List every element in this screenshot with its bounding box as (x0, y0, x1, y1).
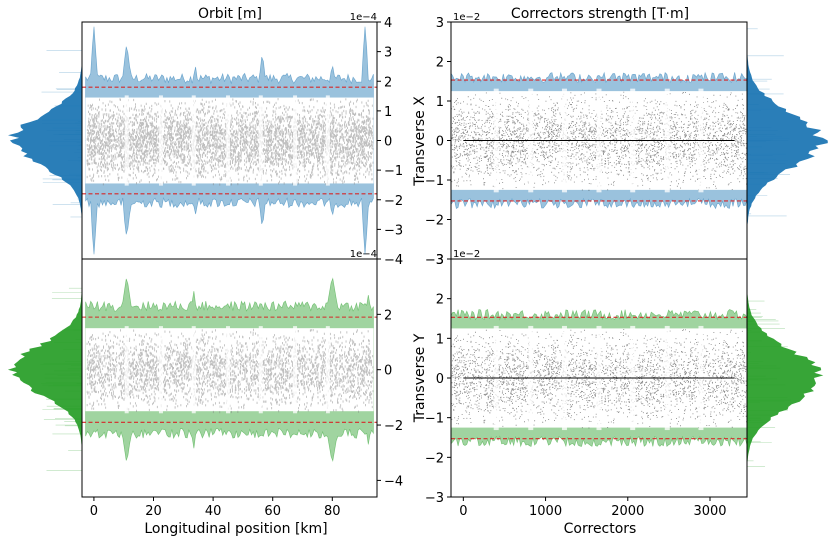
orbit-x-ytick-label: 4 (384, 16, 392, 31)
orbit-y-gap-0 (124, 326, 129, 414)
orbit-y-density (7, 251, 82, 488)
correctors-y-ytick-label: −2 (425, 451, 444, 466)
orbit-y-xtick-label: 40 (205, 504, 222, 519)
orbit-x-series (82, 26, 377, 255)
orbit-x-gap-4 (258, 95, 263, 186)
orbit-x-distribution (8, 22, 82, 259)
correctors-x-ytick-label: −2 (425, 214, 444, 229)
orbit-y-ytick-label: 0 (384, 364, 392, 379)
plot-layer (82, 26, 747, 463)
correctors-x-density (747, 22, 828, 259)
orbit-x-gap-2 (191, 95, 196, 186)
correctors-y-ytick-label: 3 (436, 253, 444, 268)
correctors-x-ytick-label: −1 (425, 174, 444, 189)
orbit-y-ytick-label: −4 (384, 474, 403, 489)
correctors-x-ytick-label: 1 (436, 95, 444, 110)
correctors-y-xtick-label: 1000 (529, 504, 562, 519)
orbit-x-gap-1 (158, 95, 163, 186)
correctors-x-ytick-label: 3 (436, 16, 444, 31)
correctors-y-ytick-label: −1 (425, 412, 444, 427)
correctors-x-scale-label: 1e−2 (453, 12, 480, 23)
correctors-y-density (747, 260, 824, 496)
orbit-x-ytick-label: 3 (384, 46, 392, 61)
correctors-y-ytick-label: −3 (425, 491, 444, 506)
correctors-xlabel: Correctors (564, 521, 637, 537)
orbit-y-ytick-label: −2 (384, 419, 403, 434)
orbit-y-distribution (7, 251, 82, 488)
correctors-y-scale-label: 1e−2 (453, 249, 480, 260)
orbit-x-density (8, 22, 82, 259)
row-label-transverse-x: Transverse X (412, 96, 428, 187)
correctors-x-ytick-label: −3 (425, 253, 444, 268)
correctors-x-distribution (747, 22, 828, 259)
correctors-x-ytick-label: 2 (436, 56, 444, 71)
orbit-x-ytick-label: 2 (384, 75, 392, 90)
correctors-y-xtick-label: 2000 (611, 504, 644, 519)
correctors-y-series (451, 309, 747, 448)
orbit-y-frame (81, 258, 378, 498)
orbit-y-ytick-label: 2 (384, 308, 392, 323)
orbit-x-ytick-label: 0 (384, 135, 392, 150)
orbit-y-xtick-label: 80 (324, 504, 341, 519)
correctors-y-distribution (747, 260, 824, 496)
correctors-y-ytick-label: 1 (436, 332, 444, 347)
orbit-y-xtick-label: 20 (145, 504, 162, 519)
orbit-y-gap-1 (158, 326, 163, 414)
orbit-y-gap-4 (258, 326, 263, 414)
orbit-x-gap-0 (124, 95, 129, 186)
orbit-x-scale-label: 1e−4 (350, 12, 377, 23)
orbit-x-gap-6 (325, 95, 330, 186)
orbit-y-gap-5 (293, 326, 298, 414)
orbit-x-ytick-label: −4 (384, 253, 403, 268)
correctors-title: Correctors strength [T·m] (511, 6, 689, 22)
orbit-xlabel: Longitudinal position [km] (144, 521, 327, 537)
orbit-x-ytick-label: −3 (384, 223, 403, 238)
correctors-y-xtick-label: 0 (459, 504, 467, 519)
orbit-y-series (82, 277, 377, 463)
orbit-y-gap-6 (325, 326, 330, 414)
orbit-x-gap-5 (293, 95, 298, 186)
correctors-y-ytick-label: 0 (436, 372, 444, 387)
orbit-y-scale-label: 1e−4 (350, 249, 377, 260)
correctors-x-ytick-label: 0 (436, 135, 444, 150)
correctors-y-xtick-label: 3000 (693, 504, 726, 519)
orbit-y-xtick-label: 60 (264, 504, 281, 519)
orbit-title: Orbit [m] (198, 6, 262, 22)
orbit-y-xtick-label: 0 (90, 504, 98, 519)
correctors-y-axes: −3 −2 −1 0 1 2 3 0 1000 2000 3000 (425, 253, 748, 519)
row-label-transverse-y: Transverse Y (412, 333, 428, 423)
orbit-x-ytick-label: 1 (384, 105, 392, 120)
correctors-y-ytick-label: 2 (436, 293, 444, 308)
orbit-x-ytick-label: −2 (384, 194, 403, 209)
orbit-y-gap-3 (226, 326, 231, 414)
histogram-layer (7, 22, 828, 496)
orbit-x-ytick-label: −1 (384, 164, 403, 179)
orbit-x-axes: −4 −3 −2 −1 0 1 2 3 4 (81, 16, 403, 268)
correctors-x-series (451, 71, 747, 210)
orbit-y-gap-2 (191, 326, 196, 414)
orbit-x-gap-3 (226, 95, 231, 186)
